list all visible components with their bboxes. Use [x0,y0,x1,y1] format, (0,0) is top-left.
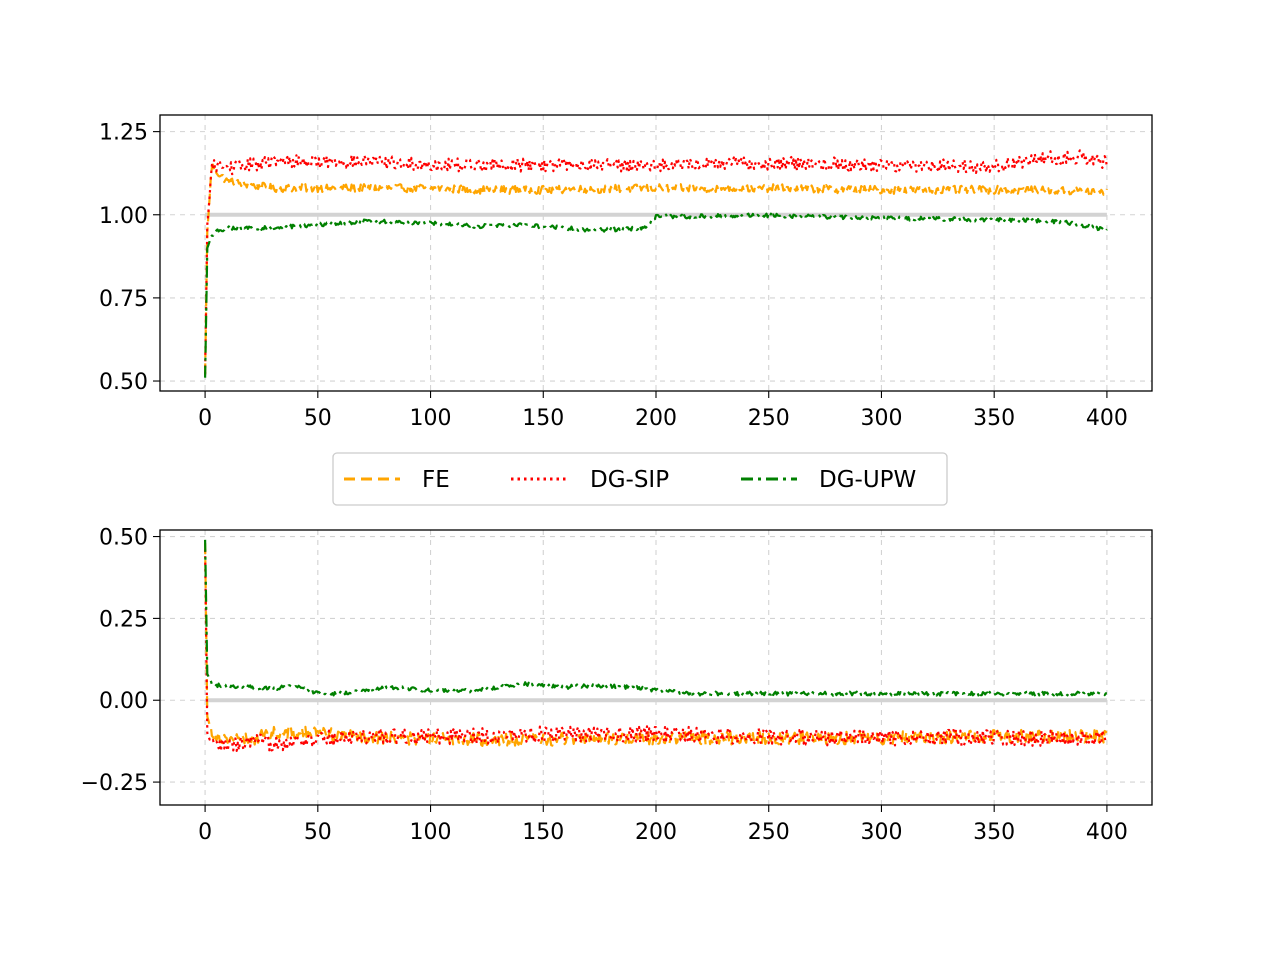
series-line-dg-upw [204,212,1108,378]
y-tick-label: 0.25 [99,607,148,632]
y-tick-label: 1.25 [99,121,148,146]
x-tick-label: 0 [198,820,212,845]
bottom-panel: 0 50 100 150 200 250 300 350 400 −0.25 0.00 0.25 0.5… [81,526,1153,845]
y-tick-label: 0.75 [99,287,148,312]
x-tick-label: 200 [635,406,677,431]
x-tick-label: 400 [1086,406,1128,431]
x-tick-label: 300 [860,820,902,845]
series-line-dg-sip [204,149,1108,375]
x-tick-label: 0 [198,406,212,431]
top-panel: 0 50 100 150 200 250 300 350 400 0.50 0.75 1.00 1.25 [99,114,1153,431]
y-tick-label: −0.25 [81,771,148,796]
x-tick-label: 50 [304,406,332,431]
x-tick-label: 150 [522,406,564,431]
x-tick-label: 150 [522,820,564,845]
x-tick-label: 50 [304,820,332,845]
series-line-fe [204,543,1108,748]
y-tick-label: 0.00 [99,689,148,714]
series-line-fe [204,163,1108,375]
y-tick-label: 0.50 [99,370,148,395]
series-line-dg-sip [204,549,1108,753]
legend-label-dg-upw: DG-UPW [819,467,916,493]
x-tick-label: 300 [860,406,902,431]
x-tick-label: 350 [973,406,1015,431]
y-tick-label: 0.50 [99,526,148,551]
legend-label-fe: FE [422,467,450,493]
x-tick-label: 250 [748,820,790,845]
series-line-dg-upw [204,539,1108,697]
legend-frame [332,452,948,506]
y-tick-label: 1.00 [99,204,148,229]
x-tick-label: 200 [635,820,677,845]
x-tick-label: 250 [748,406,790,431]
x-tick-label: 400 [1086,820,1128,845]
legend: FE DG-SIP DG-UPW [332,452,948,506]
x-tick-label: 100 [410,820,452,845]
x-tick-label: 350 [973,820,1015,845]
x-tick-label: 100 [410,406,452,431]
legend-label-dg-sip: DG-SIP [590,467,669,493]
